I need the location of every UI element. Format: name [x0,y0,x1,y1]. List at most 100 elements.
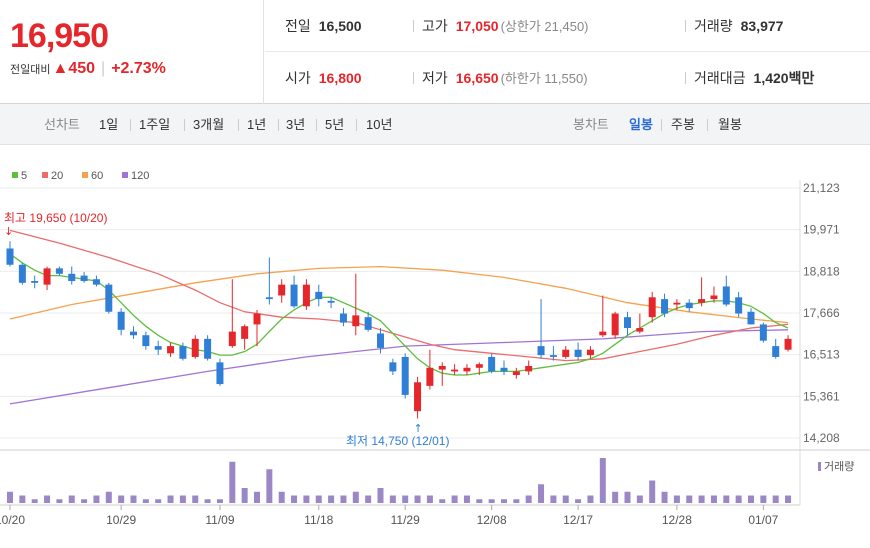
candle-body [488,356,496,372]
legend-swatch [12,172,18,178]
volume-bar [785,495,792,503]
candle-body [599,331,607,336]
up-arrow-icon: ↑ [414,422,423,435]
volume-bar [402,495,409,503]
change-value: 450 [68,60,96,77]
volume-bar [414,495,421,503]
candle-body [43,268,51,285]
volume-bar [204,499,211,503]
volume-bar [167,495,174,503]
tab-1w[interactable]: 1주일 [139,117,171,132]
tab-5y[interactable]: 5년 [325,117,345,132]
x-tick-label: 11/09 [205,513,234,527]
candle-body [302,284,310,307]
quote-summary: 16,950 전일대비 ▲ 450 | +2.73% 전일 16,500 고가 … [0,0,870,104]
candle-body [55,268,63,274]
volume-bar [7,491,13,503]
x-tick-label: 12/08 [477,513,507,527]
candle-body [290,284,298,307]
tab-3m[interactable]: 3개월 [193,117,225,132]
volume-bar [439,499,446,503]
candle-body [389,362,397,372]
candle-body [377,333,384,348]
candle-body [327,300,335,303]
open-price: 시가 16,800 [285,70,362,86]
volume-bar [340,495,347,503]
volume-bar [686,495,693,503]
down-arrow-icon: ↓ [4,225,13,238]
up-arrow-icon: ▲ [52,60,69,77]
candle-body [401,356,409,395]
volume-bar [587,495,594,503]
volume-bar [760,495,767,503]
ma5-line [9,253,789,376]
volume-bar [179,495,186,503]
volume-bar [31,499,38,503]
candle-body [549,355,557,357]
x-tick-label: 11/18 [304,513,333,527]
volume-bar [155,499,162,503]
volume-bar [501,499,507,503]
volume-bar [278,491,285,503]
candle-body [191,338,199,357]
y-axis: 21,123 19,971 18,818 17,666 16,513 15,361 14,2… [803,181,840,445]
candle-body [710,295,718,300]
y-tick-label: 14,208 [803,431,840,445]
tab-monthly[interactable]: 월봉 [718,117,742,132]
tab-1y[interactable]: 1년 [247,117,267,132]
volume-bar [216,499,223,503]
candle-body [747,311,755,325]
candle-body [6,248,14,265]
change-percent: +2.73% [111,60,166,77]
candle-body [154,346,162,350]
line-chart-label: 선차트 [44,117,80,132]
candle-body [18,264,26,283]
candle-body [142,335,150,347]
volume-bar [130,495,137,503]
tab-3y[interactable]: 3년 [286,117,306,132]
ma20-line [9,229,789,362]
candle-body [105,284,113,312]
candle-body [414,382,422,412]
volume-bar [451,495,458,503]
candle-body [130,331,137,336]
volume-bar [513,499,520,503]
x-tick-label: 01/07 [748,513,778,527]
candle-body [352,315,360,327]
candle-body [500,367,508,372]
x-tick-label: 12/17 [563,513,593,527]
current-price: 16,950 [10,17,109,55]
legend-label: 60 [91,170,103,182]
candle-body [475,364,483,368]
candle-body [624,317,631,329]
volume-bar [365,495,372,503]
tab-weekly[interactable]: 주봉 [671,117,695,132]
candle-body [722,286,730,305]
volume-bar [698,495,705,503]
volume-bar [723,495,730,503]
tab-1d[interactable]: 1일 [99,117,119,132]
volume-bar [649,480,656,503]
volume-bar [19,495,26,503]
volume-bar [575,499,582,503]
candle-body [562,349,570,357]
volume-bar [241,488,248,503]
volume-bar [315,495,322,503]
x-tick-label: 12/28 [662,513,692,527]
legend-label: 20 [51,170,63,182]
candle-body [216,362,224,385]
high-annotation: 최고 19,650 (10/20) [4,211,107,225]
tab-daily[interactable]: 일봉 [629,117,653,132]
price-box: 16,950 전일대비 ▲ 450 | +2.73% [0,0,264,104]
tab-10y[interactable]: 10년 [366,117,393,132]
candle-body [537,346,545,356]
candle-body [735,297,743,314]
trade-amount: 거래대금 1,420 백만 [685,68,814,88]
candle-body [31,281,39,283]
info-row-2: 시가 16,800 저가 16,650 (하한가 11,550) 거래대금 1,… [265,52,870,104]
y-tick-label: 17,666 [803,306,840,320]
candle-body [265,297,273,300]
candle-body [364,317,372,330]
x-tick-label: 10/20 [0,513,25,527]
